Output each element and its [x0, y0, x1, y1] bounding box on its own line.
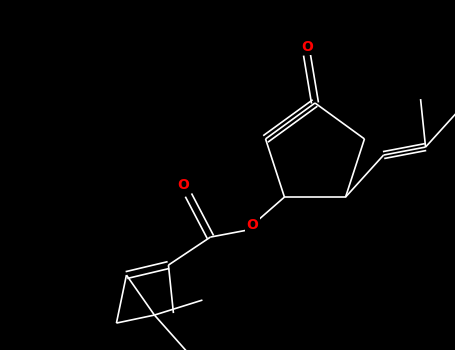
Text: O: O — [177, 178, 189, 192]
Text: O: O — [301, 40, 313, 54]
Text: O: O — [247, 218, 258, 232]
